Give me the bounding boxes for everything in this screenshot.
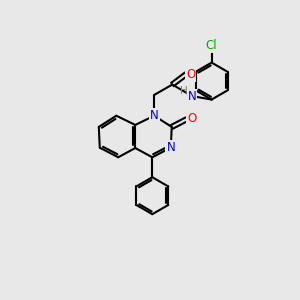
Text: N: N <box>167 141 175 154</box>
Text: N: N <box>150 109 159 122</box>
Text: N: N <box>188 90 196 103</box>
Text: Cl: Cl <box>206 39 218 52</box>
Text: H: H <box>180 86 188 96</box>
Text: O: O <box>187 112 196 125</box>
Text: O: O <box>186 68 195 81</box>
